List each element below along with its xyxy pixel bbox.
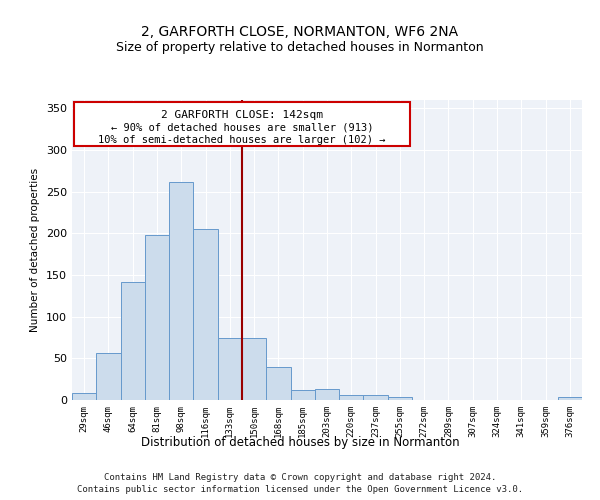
Bar <box>364 395 388 400</box>
Text: ← 90% of detached houses are smaller (913): ← 90% of detached houses are smaller (91… <box>111 122 373 132</box>
Text: 2, GARFORTH CLOSE, NORMANTON, WF6 2NA: 2, GARFORTH CLOSE, NORMANTON, WF6 2NA <box>142 26 458 40</box>
Bar <box>96 352 121 400</box>
Bar <box>121 282 145 400</box>
Bar <box>74 102 410 146</box>
Bar <box>193 229 218 400</box>
Bar <box>558 396 582 400</box>
Bar <box>145 235 169 400</box>
Text: Size of property relative to detached houses in Normanton: Size of property relative to detached ho… <box>116 41 484 54</box>
Bar <box>218 338 242 400</box>
Bar <box>169 182 193 400</box>
Bar <box>315 389 339 400</box>
Bar <box>339 395 364 400</box>
Bar <box>266 366 290 400</box>
Bar <box>290 390 315 400</box>
Text: 10% of semi-detached houses are larger (102) →: 10% of semi-detached houses are larger (… <box>98 135 386 145</box>
Text: Distribution of detached houses by size in Normanton: Distribution of detached houses by size … <box>140 436 460 449</box>
Bar <box>242 338 266 400</box>
Y-axis label: Number of detached properties: Number of detached properties <box>31 168 40 332</box>
Bar <box>388 396 412 400</box>
Text: Contains HM Land Registry data © Crown copyright and database right 2024.: Contains HM Land Registry data © Crown c… <box>104 473 496 482</box>
Bar <box>72 392 96 400</box>
Text: 2 GARFORTH CLOSE: 142sqm: 2 GARFORTH CLOSE: 142sqm <box>161 110 323 120</box>
Text: Contains public sector information licensed under the Open Government Licence v3: Contains public sector information licen… <box>77 484 523 494</box>
